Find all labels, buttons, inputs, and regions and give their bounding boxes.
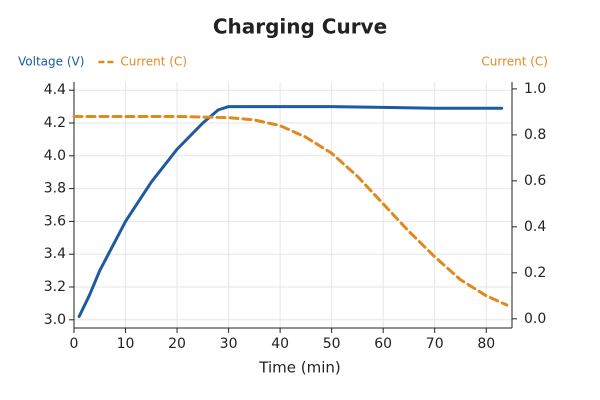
y2-axis-label: Current (C) (481, 55, 548, 69)
y-tick-label: 4.2 (44, 115, 66, 131)
y-tick-label: 4.4 (44, 82, 66, 98)
y2-tick-label: 1.0 (524, 81, 546, 97)
x-tick-label: 30 (220, 336, 238, 352)
data-line (77, 105, 504, 319)
y2-tick-label: 0.0 (524, 311, 546, 327)
y2-tick-label: 0.8 (524, 127, 546, 143)
y-tick-label: 3.6 (44, 213, 66, 229)
y2-tick-label: 0.2 (524, 265, 546, 281)
legend-label: Current (C) (120, 55, 187, 69)
x-tick-label: 80 (477, 336, 495, 352)
x-tick-label: 10 (117, 336, 135, 352)
y-tick-label: 4.0 (44, 148, 66, 164)
x-tick-label: 50 (323, 336, 341, 352)
y-tick-label: 3.4 (44, 246, 66, 262)
y-tick-label: 3.2 (44, 279, 66, 295)
chart-title: Charging Curve (213, 15, 387, 39)
x-tick-label: 0 (70, 336, 79, 352)
legend-label: Voltage (V) (18, 55, 84, 69)
x-tick-label: 70 (426, 336, 444, 352)
x-tick-label: 60 (374, 336, 392, 352)
y2-tick-label: 0.6 (524, 173, 546, 189)
y2-tick-label: 0.4 (524, 219, 546, 235)
x-tick-label: 40 (271, 336, 289, 352)
y-tick-label: 3.0 (44, 312, 66, 328)
x-tick-label: 20 (168, 336, 186, 352)
y-tick-label: 3.8 (44, 181, 66, 197)
x-axis-label: Time (min) (258, 359, 340, 377)
data-line (72, 114, 509, 307)
